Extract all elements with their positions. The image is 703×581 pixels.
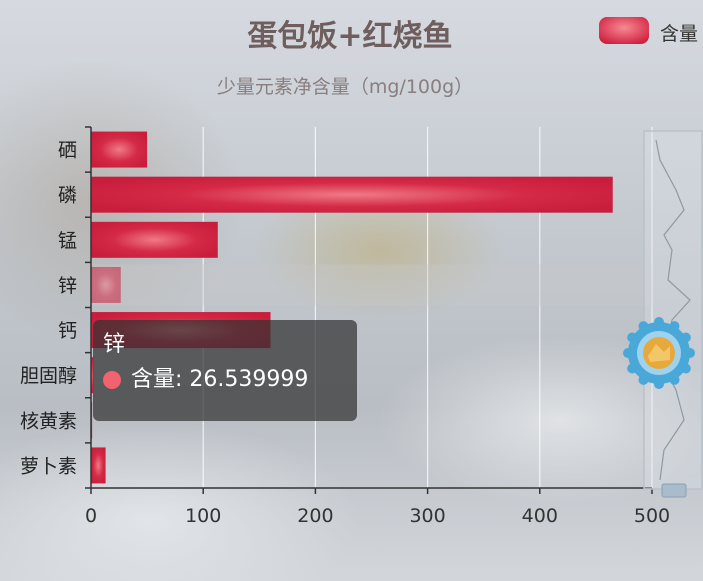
- category-label: 锰: [58, 230, 77, 252]
- x-tick-label: 300: [409, 505, 445, 527]
- data-zoom-preview-line: [655, 139, 691, 481]
- gear-tooth: [685, 348, 695, 358]
- gear-tooth: [654, 379, 664, 389]
- hover-band: [91, 264, 652, 306]
- tooltip-series-dot: [103, 371, 121, 389]
- tick-labels: 0 100 200 300 400 500: [85, 505, 670, 527]
- gear-tooth: [680, 363, 691, 374]
- legend[interactable]: 含量: [599, 17, 698, 45]
- gear-tooth: [669, 321, 680, 332]
- tooltip-value-text: 含量: 26.539999: [131, 367, 309, 392]
- x-tick-label: 200: [297, 505, 333, 527]
- gear-tooth: [680, 332, 691, 343]
- chart-title: 蛋包饭+红烧鱼: [247, 19, 452, 54]
- category-label: 核黄素: [20, 410, 77, 432]
- category-label: 钙: [58, 320, 77, 342]
- bar-硒[interactable]: [91, 131, 148, 168]
- tooltip: 锌 含量: 26.539999: [93, 320, 357, 421]
- gear-tooth: [627, 363, 638, 374]
- category-label: 萝卜素: [20, 455, 77, 477]
- bars: [91, 131, 613, 484]
- gear-tooth: [623, 348, 633, 358]
- legend-label[interactable]: 含量: [660, 23, 698, 45]
- bar-磷[interactable]: [91, 176, 613, 213]
- gear-tooth: [638, 321, 649, 332]
- category-label: 锌: [58, 275, 77, 297]
- gear-tooth: [669, 374, 680, 385]
- bar-锰[interactable]: [91, 221, 218, 258]
- category-label: 胆固醇: [20, 365, 77, 387]
- x-tick-label: 400: [522, 505, 558, 527]
- legend-swatch[interactable]: [599, 17, 649, 44]
- hover-band-rect: [91, 264, 652, 306]
- x-tick-label: 0: [85, 505, 97, 527]
- gear-icon[interactable]: [623, 317, 695, 389]
- gear-tooth: [627, 332, 638, 343]
- x-tick-label: 100: [185, 505, 221, 527]
- bar-胆固醇[interactable]: [91, 357, 94, 394]
- tooltip-row: 含量: 26.539999: [103, 360, 347, 400]
- x-tick-label: 500: [634, 505, 670, 527]
- tooltip-title: 锌: [103, 332, 126, 357]
- data-zoom-track[interactable]: [643, 130, 703, 490]
- bar-锌[interactable]: [91, 266, 121, 303]
- gear-tooth: [654, 317, 664, 327]
- data-zoom-bottom-handle[interactable]: [661, 483, 687, 498]
- category-label: 磷: [58, 185, 77, 207]
- chart-subtitle: 少量元素净含量（mg/100g）: [217, 76, 473, 98]
- category-label: 硒: [58, 140, 77, 162]
- data-zoom-slider[interactable]: [623, 130, 703, 498]
- axes: [85, 126, 653, 494]
- bar-萝卜素[interactable]: [91, 447, 106, 484]
- gear-tooth: [638, 374, 649, 385]
